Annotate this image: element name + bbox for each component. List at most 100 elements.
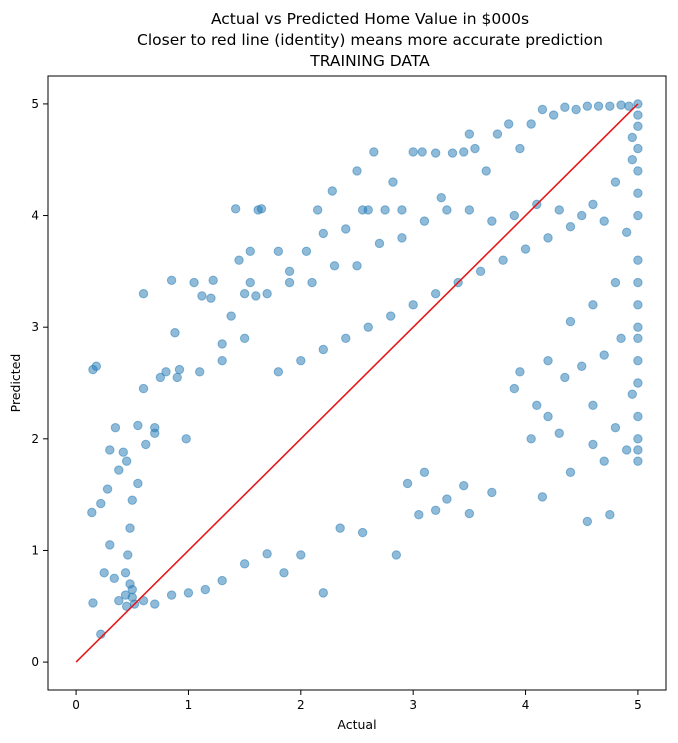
scatter-point [181,434,191,444]
scatter-point [301,246,312,256]
scatter-point [397,205,407,215]
scatter-point [335,523,345,533]
scatter-point [610,277,621,288]
scatter-point [419,467,430,478]
scatter-point [245,246,255,256]
scatter-point [91,361,102,371]
scatter-point [633,210,643,221]
scatter-point [532,400,542,411]
scatter-point [273,367,284,377]
scatter-point [391,550,402,560]
scatter-point [206,293,216,303]
scatter-point [150,599,160,609]
scatter-point [571,104,581,115]
scatter-point [430,148,441,158]
scatter-point [442,494,452,504]
scatter-point [197,291,207,301]
scatter-point [296,550,306,560]
scatter-point [217,575,227,586]
scatter-point [138,595,149,606]
scatter-point [633,456,643,466]
scatter-point [515,143,525,154]
scatter-point [487,487,497,498]
scatter-point [341,224,351,234]
x-axis: 0 1 2 3 4 5 [72,690,642,712]
scatter-point [633,378,643,388]
scatter-point [520,244,531,254]
scatter-point [127,592,137,603]
scatter-point [464,508,475,519]
scatter-point [470,143,480,154]
y-tick-label: 5 [31,97,39,111]
scatter-point [633,121,643,131]
scatter-point [138,383,149,394]
scatter-point [633,355,643,366]
y-axis: 0 1 2 3 4 5 [31,97,48,669]
scatter-point [577,210,587,221]
scatter-point [397,233,407,243]
scatter-point [138,288,149,299]
scatter-point [464,129,475,139]
scatter-point [88,598,98,608]
x-tick-label: 5 [634,698,642,712]
scatter-point [442,205,452,215]
scatter-point [352,261,362,271]
scatter-point [208,275,218,285]
y-tick-label: 0 [31,655,39,669]
scatter-point [599,350,609,360]
scatter-point [133,478,143,489]
scatter-point [459,147,469,157]
scatter-point [380,205,390,215]
scatter-point [161,367,171,377]
scatter-point [408,300,418,310]
chart-title-line-1: Actual vs Predicted Home Value in $000s [211,10,529,28]
scatter-point [170,328,180,338]
scatter-point [105,445,115,455]
scatter-point [363,322,373,332]
scatter-point [633,333,643,344]
scatter-point [109,573,119,584]
scatter-point [217,339,227,349]
scatter-point [363,205,373,215]
scatter-point [99,568,109,578]
scatter-point [341,333,351,344]
scatter-point [599,216,609,226]
scatter-point [582,516,593,527]
scatter-point [374,238,385,249]
scatter-point [577,361,587,371]
scatter-point [481,166,491,176]
plot-area [47,75,667,691]
scatter-point [605,101,615,111]
scatter-point [312,205,323,215]
scatter-point [200,584,211,595]
scatter-point [127,495,137,505]
scatter-point [120,568,131,578]
scatter-point [627,132,637,143]
scatter-point [183,588,194,598]
scatter-point [621,227,632,237]
scatter-point [633,166,643,176]
scatter-point [430,505,441,515]
scatter-point [239,288,250,299]
scatter-point [593,101,604,111]
scatter-point [166,275,177,285]
scatter-point [234,255,244,265]
scatter-point [526,119,536,129]
scatter-point [327,186,337,196]
scatter-point [526,434,536,444]
scatter-point [127,584,137,595]
scatter-point [633,110,643,120]
scatter-point [118,447,128,457]
scatter-point [543,355,553,366]
scatter-point [633,143,643,154]
scatter-point [633,411,643,422]
scatter-point [565,222,576,232]
scatter-point [284,277,295,288]
scatter-point [560,372,570,383]
scatter-point [588,400,598,411]
scatter-point [633,434,643,444]
scatter-point [624,101,634,111]
scatter-point [110,422,121,433]
scatter-point [105,540,115,550]
scatter-point [114,465,124,475]
